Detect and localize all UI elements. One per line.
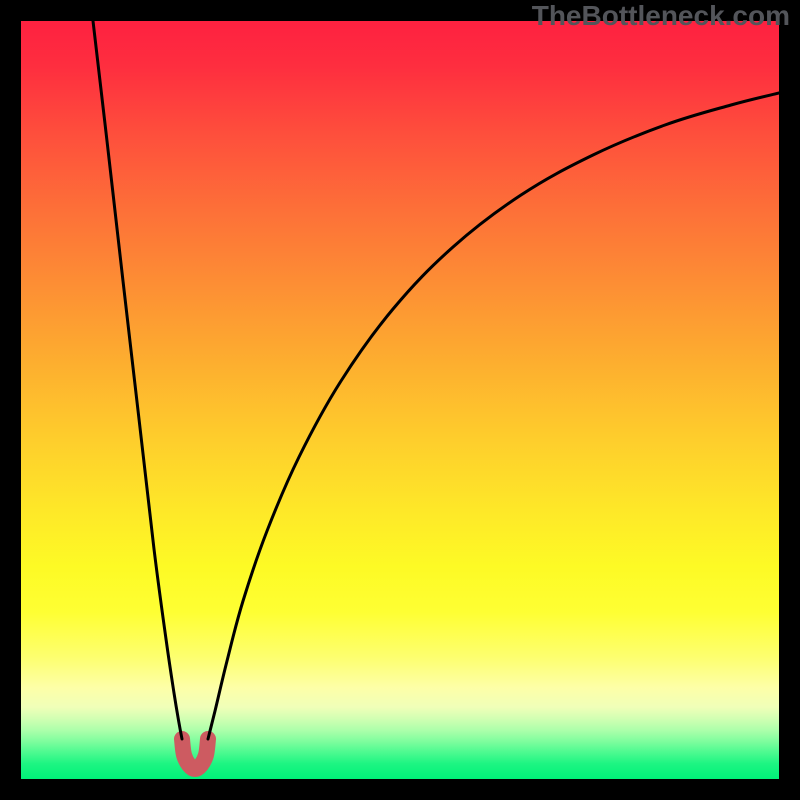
chart-container: TheBottleneck.com <box>0 0 800 800</box>
watermark-text: TheBottleneck.com <box>532 0 790 32</box>
plot-area <box>21 21 779 779</box>
gradient-background <box>21 21 779 779</box>
